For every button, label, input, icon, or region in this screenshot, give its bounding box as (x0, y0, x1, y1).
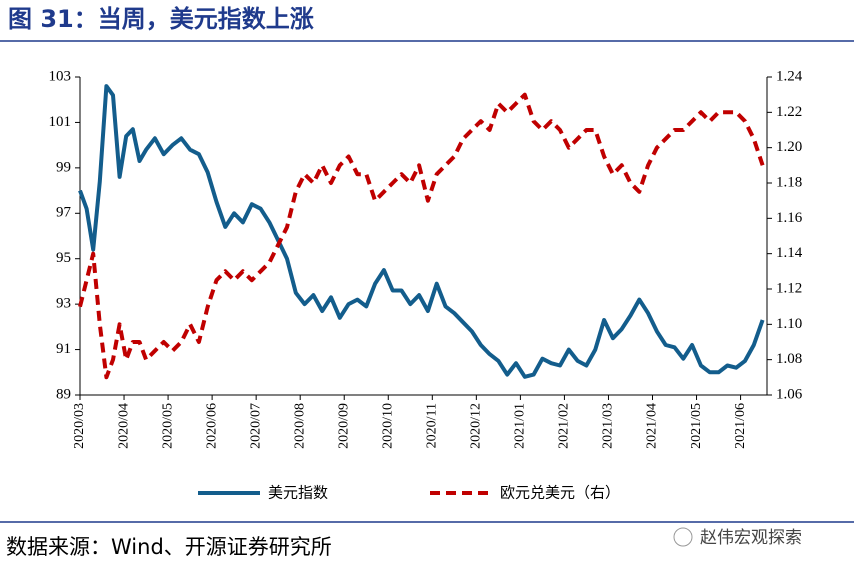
x-tick-label: 2021/02 (557, 403, 572, 449)
x-tick-label: 2021/01 (513, 403, 528, 449)
x-tick-label: 2020/07 (248, 403, 263, 449)
x-tick-label: 2021/05 (689, 403, 704, 449)
y2-tick-label: 1.22 (776, 104, 802, 120)
x-tick-label: 2020/05 (160, 403, 175, 449)
x-tick-label: 2020/09 (336, 403, 351, 449)
x-tick-label: 2021/06 (733, 403, 748, 449)
x-tick-label: 2020/04 (116, 403, 131, 449)
y-tick-label: 99 (56, 159, 71, 175)
legend-label: 欧元兑美元（右） (500, 484, 620, 502)
y-tick-label: 93 (56, 296, 71, 312)
y-tick-label: 91 (56, 341, 71, 357)
x-tick-label: 2021/03 (601, 403, 616, 449)
y2-tick-label: 1.14 (776, 245, 803, 261)
y-tick-label: 89 (56, 386, 71, 402)
y-tick-label: 97 (56, 205, 72, 221)
y2-tick-label: 1.10 (776, 316, 802, 332)
y-tick-label: 95 (56, 250, 71, 266)
y2-tick-label: 1.06 (776, 386, 803, 402)
series-line (78, 84, 765, 379)
chart-title: 图 31：当周，美元指数上涨 (8, 5, 314, 33)
y2-tick-label: 1.18 (776, 174, 802, 190)
x-tick-label: 2020/03 (72, 403, 87, 449)
x-tick-label: 2020/06 (204, 403, 219, 449)
series-line (78, 92, 765, 380)
y-tick-label: 103 (49, 68, 72, 84)
x-tick-label: 2020/08 (292, 403, 307, 449)
x-tick-label: 2021/04 (645, 403, 660, 449)
y2-tick-label: 1.12 (776, 280, 802, 296)
x-tick-label: 2020/12 (469, 403, 484, 449)
legend-label: 美元指数 (268, 484, 328, 502)
x-tick-label: 2020/10 (380, 403, 395, 449)
y2-tick-label: 1.08 (776, 351, 802, 367)
x-tick-label: 2020/11 (425, 403, 440, 448)
y2-tick-label: 1.20 (776, 139, 802, 155)
y2-tick-label: 1.24 (776, 68, 803, 84)
y2-tick-label: 1.16 (776, 210, 803, 226)
watermark: 赵伟宏观探索 (700, 528, 802, 548)
watermark-icon (673, 527, 693, 547)
source: 数据来源：Wind、开源证券研究所 (6, 535, 332, 559)
y-tick-label: 101 (49, 114, 72, 130)
